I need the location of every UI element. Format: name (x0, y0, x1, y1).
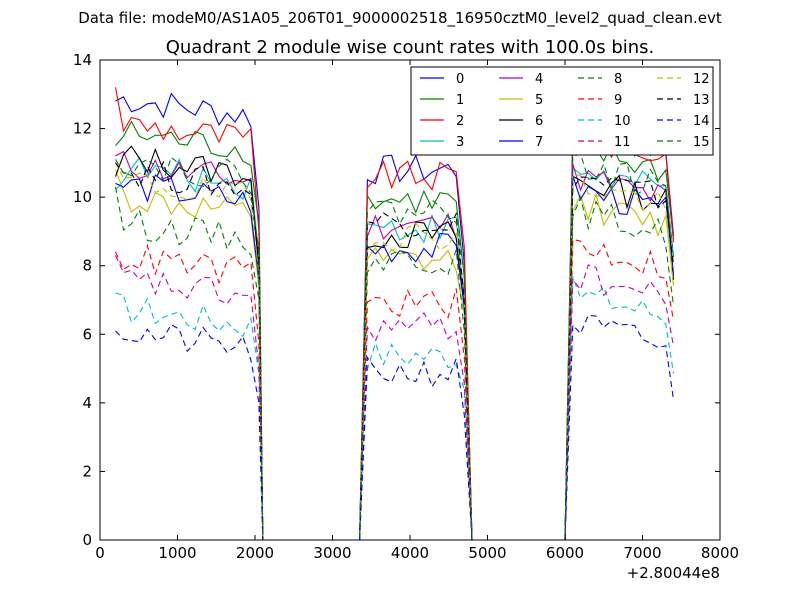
y-tick-label: 8 (82, 257, 92, 275)
x-tick-label: 2000 (236, 544, 274, 562)
x-tick-label: 5000 (468, 544, 506, 562)
series-line-11 (115, 255, 675, 541)
series-line-12 (115, 162, 675, 541)
legend-frame (410, 66, 714, 156)
chart-title: Quadrant 2 module wise count rates with … (166, 37, 655, 58)
axis-layer: 0 1000 2000 3000 4000 5000 6000 7000 80000246810… (73, 51, 739, 562)
legend-label-9: 9 (614, 93, 622, 108)
series-line-14 (115, 314, 675, 541)
y-tick-label: 0 (82, 531, 92, 549)
y-tick-label: 12 (73, 120, 92, 138)
series-line-9 (115, 238, 675, 541)
y-tick-label: 14 (73, 51, 92, 69)
series-line-10 (115, 276, 675, 541)
x-tick-label: 4000 (391, 544, 429, 562)
y-tick-label: 4 (82, 394, 92, 412)
series-line-1 (115, 120, 675, 541)
series-line-15 (115, 152, 675, 541)
series-line-3 (115, 156, 675, 541)
x-tick-label: 6000 (546, 544, 584, 562)
series-line-7 (115, 174, 675, 541)
legend-label-15: 15 (693, 135, 710, 150)
legend-label-12: 12 (693, 72, 710, 87)
legend-label-13: 13 (693, 93, 710, 108)
suptitle: Data file: modeM0/AS1A05_206T01_90000025… (78, 9, 722, 28)
x-tick-label: 0 (95, 544, 105, 562)
y-tick-label: 10 (73, 188, 92, 206)
legend-label-4: 4 (535, 72, 543, 87)
x-offset-label: +2.80044e8 (627, 564, 720, 582)
y-tick-label: 2 (82, 462, 92, 480)
legend-label-5: 5 (535, 93, 543, 108)
legend-label-6: 6 (535, 114, 543, 129)
legend-label-10: 10 (614, 114, 631, 129)
y-tick-label: 6 (82, 325, 92, 343)
series-line-8 (114, 186, 675, 541)
legend-label-11: 11 (614, 135, 631, 150)
series-layer (114, 87, 675, 541)
legend-label-2: 2 (456, 114, 464, 129)
series-line-13 (115, 160, 675, 541)
x-tick-label: 3000 (313, 544, 351, 562)
series-line-5 (114, 169, 675, 541)
legend-label-8: 8 (614, 72, 622, 87)
x-tick-label: 7000 (623, 544, 661, 562)
x-tick-label: 1000 (158, 544, 196, 562)
legend-label-1: 1 (456, 93, 464, 108)
legend-label-7: 7 (535, 135, 543, 150)
series-line-6 (114, 145, 675, 541)
legend-label-0: 0 (456, 72, 464, 87)
legend-label-3: 3 (456, 135, 464, 150)
legend-label-14: 14 (693, 114, 710, 129)
x-tick-label: 8000 (701, 544, 739, 562)
